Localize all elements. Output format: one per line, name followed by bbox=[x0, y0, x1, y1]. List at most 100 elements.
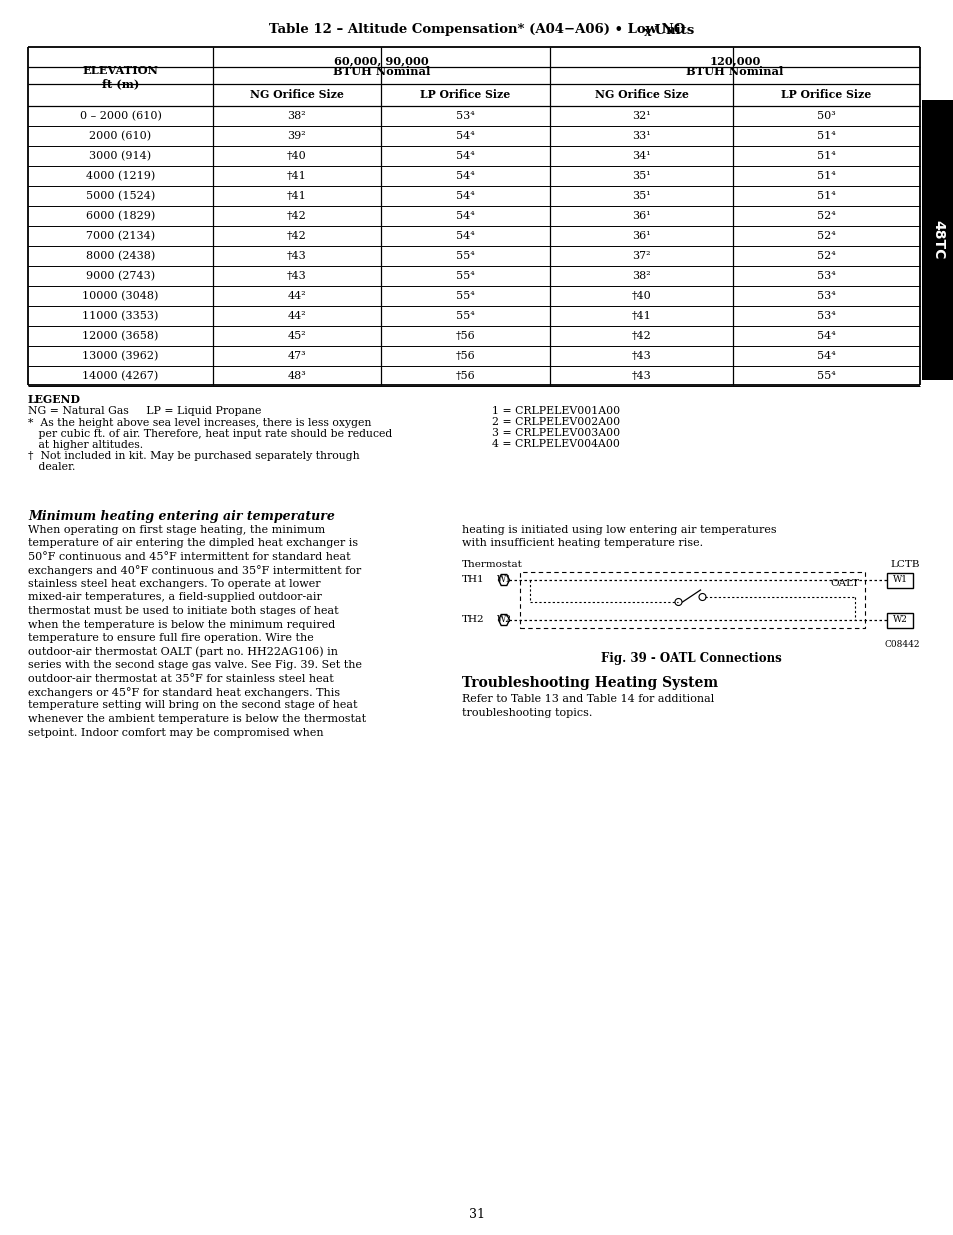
Text: OALT: OALT bbox=[830, 579, 859, 589]
Text: 39²: 39² bbox=[287, 131, 306, 141]
Text: exchangers and 40°F continuous and 35°F intermittent for: exchangers and 40°F continuous and 35°F … bbox=[28, 566, 361, 577]
Text: †43: †43 bbox=[287, 270, 307, 282]
Text: exchangers or 45°F for standard heat exchangers. This: exchangers or 45°F for standard heat exc… bbox=[28, 687, 340, 698]
Text: outdoor-air thermostat at 35°F for stainless steel heat: outdoor-air thermostat at 35°F for stain… bbox=[28, 673, 334, 683]
Text: †42: †42 bbox=[287, 231, 307, 241]
Text: †56: †56 bbox=[456, 351, 475, 361]
Text: TH2: TH2 bbox=[461, 615, 484, 625]
Text: 53⁴: 53⁴ bbox=[817, 270, 835, 282]
Text: when the temperature is below the minimum required: when the temperature is below the minimu… bbox=[28, 620, 335, 630]
Text: 11000 (3353): 11000 (3353) bbox=[82, 311, 158, 321]
Text: Table 12 – Altitude Compensation* (A04−A06) • Low NO: Table 12 – Altitude Compensation* (A04−A… bbox=[269, 23, 684, 37]
Text: 47³: 47³ bbox=[288, 351, 306, 361]
Text: temperature of air entering the dimpled heat exchanger is: temperature of air entering the dimpled … bbox=[28, 538, 357, 548]
Text: W2: W2 bbox=[497, 615, 511, 625]
Text: Fig. 39 - OATL Connections: Fig. 39 - OATL Connections bbox=[600, 652, 781, 664]
Bar bbox=[519, 572, 864, 629]
Text: 51⁴: 51⁴ bbox=[817, 131, 835, 141]
Text: Refer to Table 13 and Table 14 for additional: Refer to Table 13 and Table 14 for addit… bbox=[461, 694, 714, 704]
Text: 55⁴: 55⁴ bbox=[456, 311, 475, 321]
Text: 10000 (3048): 10000 (3048) bbox=[82, 291, 158, 301]
Text: setpoint. Indoor comfort may be compromised when: setpoint. Indoor comfort may be compromi… bbox=[28, 727, 323, 737]
Text: 60,000, 90,000: 60,000, 90,000 bbox=[334, 56, 429, 65]
Text: 120,000: 120,000 bbox=[709, 56, 760, 65]
Text: outdoor-air thermostat OALT (part no. HH22AG106) in: outdoor-air thermostat OALT (part no. HH… bbox=[28, 646, 337, 657]
Text: BTUH Nominal: BTUH Nominal bbox=[685, 65, 782, 77]
Text: LP Orifice Size: LP Orifice Size bbox=[781, 89, 871, 100]
Text: †41: †41 bbox=[287, 170, 307, 182]
Text: 55⁴: 55⁴ bbox=[456, 270, 475, 282]
Text: whenever the ambient temperature is below the thermostat: whenever the ambient temperature is belo… bbox=[28, 714, 366, 724]
Text: 51⁴: 51⁴ bbox=[817, 151, 835, 161]
Text: 45²: 45² bbox=[287, 331, 306, 341]
Text: C08442: C08442 bbox=[883, 640, 919, 650]
Text: 44²: 44² bbox=[287, 311, 306, 321]
Text: 9000 (2743): 9000 (2743) bbox=[86, 270, 155, 282]
Text: NG Orifice Size: NG Orifice Size bbox=[250, 89, 344, 100]
Text: 50°F continuous and 45°F intermittent for standard heat: 50°F continuous and 45°F intermittent fo… bbox=[28, 552, 351, 562]
Text: W1: W1 bbox=[496, 576, 511, 584]
Text: 4000 (1219): 4000 (1219) bbox=[86, 170, 155, 182]
Text: 48TC: 48TC bbox=[930, 220, 944, 259]
Text: 36¹: 36¹ bbox=[632, 231, 650, 241]
Text: 55⁴: 55⁴ bbox=[817, 370, 835, 382]
Text: 7000 (2134): 7000 (2134) bbox=[86, 231, 155, 241]
Text: 12000 (3658): 12000 (3658) bbox=[82, 331, 158, 341]
Text: Units: Units bbox=[649, 23, 694, 37]
Text: †42: †42 bbox=[287, 211, 307, 221]
Text: 36¹: 36¹ bbox=[632, 211, 650, 221]
Text: 54⁴: 54⁴ bbox=[456, 151, 475, 161]
Text: dealer.: dealer. bbox=[28, 462, 75, 472]
Text: 54⁴: 54⁴ bbox=[817, 351, 835, 361]
Text: 55⁴: 55⁴ bbox=[456, 291, 475, 301]
Text: †40: †40 bbox=[287, 151, 307, 161]
Text: †56: †56 bbox=[456, 370, 475, 382]
Text: 3 = CRLPELEV003A00: 3 = CRLPELEV003A00 bbox=[492, 429, 619, 438]
Text: 33¹: 33¹ bbox=[632, 131, 650, 141]
Text: NG = Natural Gas     LP = Liquid Propane: NG = Natural Gas LP = Liquid Propane bbox=[28, 406, 261, 416]
Text: 54⁴: 54⁴ bbox=[456, 131, 475, 141]
Text: *  As the height above sea level increases, there is less oxygen: * As the height above sea level increase… bbox=[28, 417, 371, 429]
Text: 38²: 38² bbox=[287, 111, 306, 121]
Text: †40: †40 bbox=[631, 291, 651, 301]
Text: 52⁴: 52⁴ bbox=[817, 231, 835, 241]
Text: LCTB: LCTB bbox=[889, 559, 919, 569]
Text: 54⁴: 54⁴ bbox=[456, 231, 475, 241]
Text: series with the second stage gas valve. See Fig. 39. Set the: series with the second stage gas valve. … bbox=[28, 659, 361, 671]
Bar bbox=[921, 100, 953, 380]
Text: 3000 (914): 3000 (914) bbox=[90, 151, 152, 161]
Text: 35¹: 35¹ bbox=[632, 191, 650, 201]
Text: 53⁴: 53⁴ bbox=[456, 111, 475, 121]
Text: X: X bbox=[643, 28, 651, 37]
Text: 2000 (610): 2000 (610) bbox=[90, 131, 152, 141]
Text: BTUH Nominal: BTUH Nominal bbox=[333, 65, 430, 77]
Text: †43: †43 bbox=[631, 370, 651, 382]
Text: W1: W1 bbox=[892, 576, 906, 584]
Text: 38²: 38² bbox=[632, 270, 650, 282]
Text: 48³: 48³ bbox=[287, 370, 306, 382]
Text: temperature setting will bring on the second stage of heat: temperature setting will bring on the se… bbox=[28, 700, 357, 710]
Text: NG Orifice Size: NG Orifice Size bbox=[594, 89, 688, 100]
Text: 50³: 50³ bbox=[817, 111, 835, 121]
Text: W2: W2 bbox=[892, 615, 906, 625]
Text: †56: †56 bbox=[456, 331, 475, 341]
Text: 54⁴: 54⁴ bbox=[817, 331, 835, 341]
Text: 32¹: 32¹ bbox=[632, 111, 650, 121]
Text: 34¹: 34¹ bbox=[632, 151, 650, 161]
Text: 51⁴: 51⁴ bbox=[817, 170, 835, 182]
Bar bbox=[886, 613, 912, 627]
Text: Thermostat: Thermostat bbox=[461, 559, 522, 569]
Text: 31: 31 bbox=[469, 1209, 484, 1221]
Text: 13000 (3962): 13000 (3962) bbox=[82, 351, 158, 361]
Text: 54⁴: 54⁴ bbox=[456, 211, 475, 221]
Text: 8000 (2438): 8000 (2438) bbox=[86, 251, 155, 261]
Text: ELEVATION: ELEVATION bbox=[83, 65, 158, 77]
Text: TH1: TH1 bbox=[461, 576, 484, 584]
Text: 0 – 2000 (610): 0 – 2000 (610) bbox=[79, 111, 161, 121]
Text: 14000 (4267): 14000 (4267) bbox=[82, 370, 158, 382]
Text: 44²: 44² bbox=[287, 291, 306, 301]
Text: 55⁴: 55⁴ bbox=[456, 251, 475, 261]
Text: Minimum heating entering air temperature: Minimum heating entering air temperature bbox=[28, 510, 335, 522]
Text: temperature to ensure full fire operation. Wire the: temperature to ensure full fire operatio… bbox=[28, 634, 314, 643]
Text: 5000 (1524): 5000 (1524) bbox=[86, 191, 155, 201]
